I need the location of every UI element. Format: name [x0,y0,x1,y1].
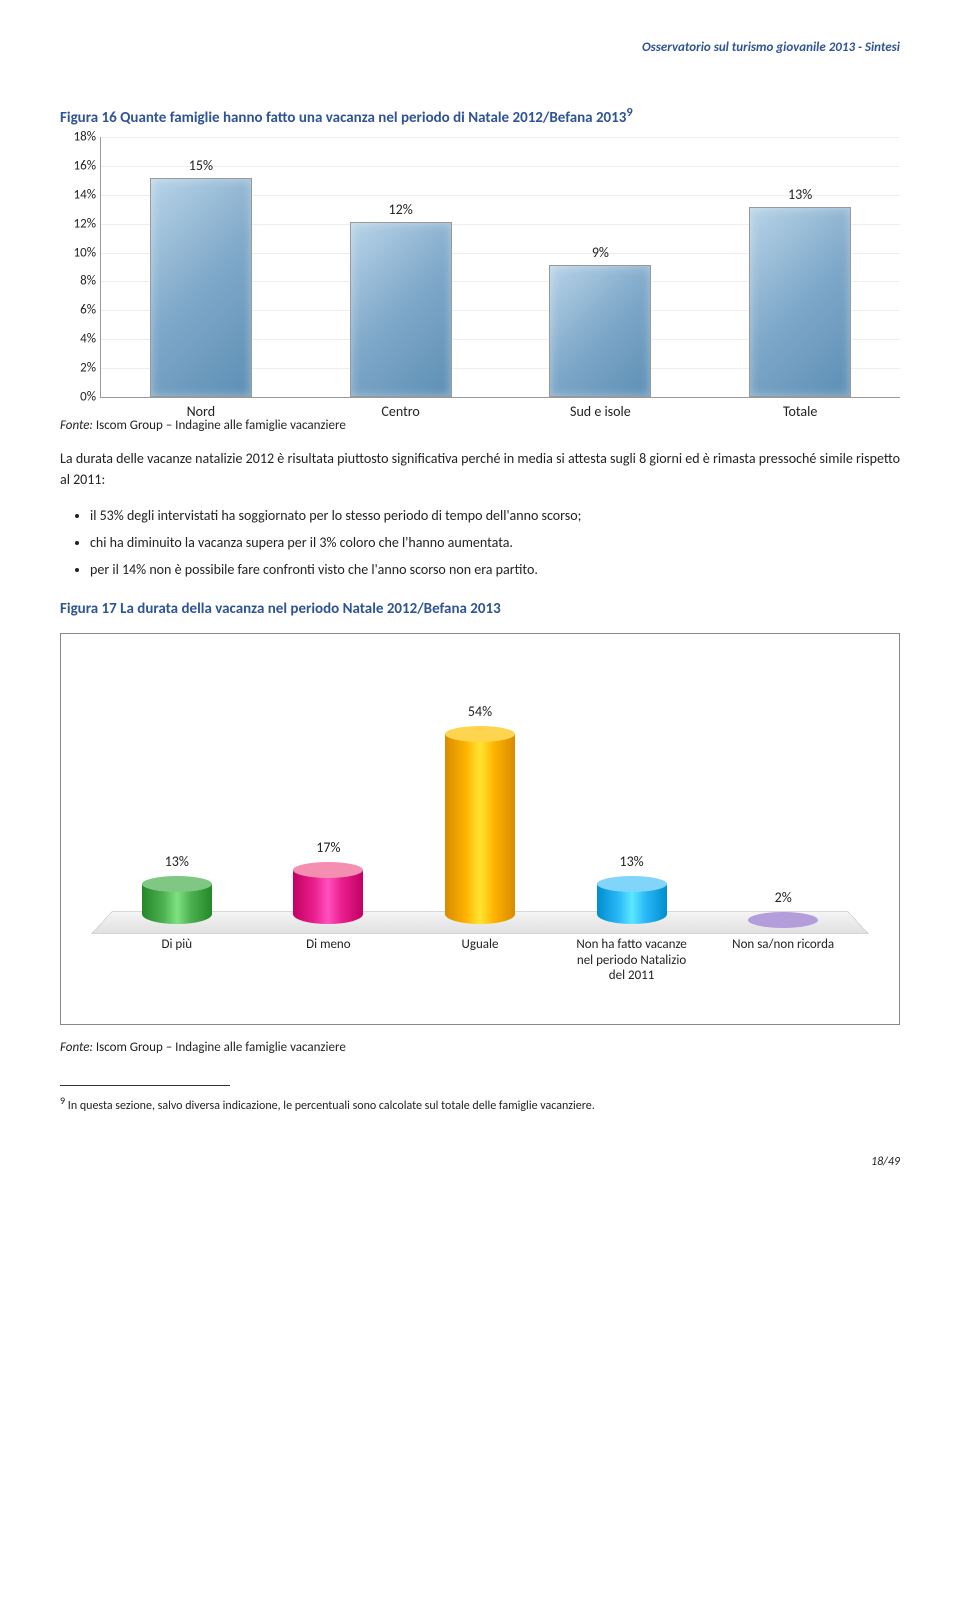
figure-16-source: Fonte: Iscom Group – Indagine alle famig… [60,418,900,433]
chart-17: 13% 17% 54% 13% 2% Di più Di meno Uguale Non ha … [81,664,879,984]
source-label: Fonte: [60,418,93,433]
ytick: 6% [61,303,96,318]
ytick: 16% [61,158,96,173]
cylinder-label: 2% [775,889,792,906]
cylinder-wrap: 2% [723,889,843,924]
paragraph-1: La durata delle vacanze natalizie 2012 è… [60,448,900,490]
xlabel: Centro [336,403,466,420]
cylinder [445,726,515,924]
cylinder-label: 54% [468,703,492,720]
xlabel2: Uguale [420,937,540,984]
cylinder-wrap: 13% [572,853,692,924]
ytick: 12% [61,216,96,231]
cylinder-top [445,726,515,742]
bar [350,222,452,397]
cylinder [748,912,818,924]
figure-16-title: Figura 16 Quante famiglie hanno fatto un… [60,105,900,127]
cylinder [597,876,667,924]
figure-17-title: Figura 17 La durata della vacanza nel pe… [60,600,900,618]
bar-wrap: 15% [136,157,266,397]
xlabel: Sud e isole [535,403,665,420]
cylinder-label: 13% [619,853,643,870]
bullet-item: il 53% degli intervistati ha soggiornato… [90,505,900,526]
value-label: 9% [592,244,609,261]
fig16-sup: 9 [626,105,632,120]
xlabels: Nord Centro Sud e isole Totale [101,397,900,420]
bar [749,207,851,397]
xlabel2: Non sa/non ricorda [723,937,843,984]
cylinder-body [445,734,515,924]
bullet-item: chi ha diminuito la vacanza supera per i… [90,532,900,553]
bars: 15% 12% 9% 13% [101,137,900,397]
cylinder-wrap: 54% [420,703,540,924]
cylinder-wrap: 13% [117,853,237,924]
bar-wrap: 12% [336,201,466,397]
ytick: 18% [61,130,96,145]
cylinder-top [293,862,363,878]
ytick: 4% [61,332,96,347]
cylinder [293,862,363,924]
cylinder-label: 17% [316,839,340,856]
xlabel2: Di meno [268,937,388,984]
source-text: Iscom Group – Indagine alle famiglie vac… [93,418,346,433]
cylinders: 13% 17% 54% 13% 2% [101,664,859,924]
fig16-title-text: Figura 16 Quante famiglie hanno fatto un… [60,109,626,127]
source-text: Iscom Group – Indagine alle famiglie vac… [93,1040,346,1055]
ytick: 14% [61,187,96,202]
ytick: 2% [61,361,96,376]
source-label: Fonte: [60,1040,93,1055]
xlabel2: Non ha fatto vacanze nel periodo Nataliz… [572,937,692,984]
ytick: 0% [61,390,96,405]
chart-17-box: 13% 17% 54% 13% 2% Di più Di meno Uguale Non ha … [60,633,900,1025]
value-label: 12% [389,201,413,218]
bullet-item: per il 14% non è possibile fare confront… [90,559,900,580]
bar-wrap: 13% [735,186,865,397]
cylinder-body [293,870,363,924]
page-header: Osservatorio sul turismo giovanile 2013 … [60,40,900,55]
page-number: 18/49 [60,1155,900,1169]
ytick: 10% [61,245,96,260]
bar [150,178,252,397]
value-label: 13% [788,186,812,203]
xlabels2: Di più Di meno Uguale Non ha fatto vacanze … [101,937,859,984]
xlabel: Totale [735,403,865,420]
cylinder-wrap: 17% [268,839,388,924]
footnote-divider [60,1085,230,1086]
footnote: 9 In questa sezione, salvo diversa indic… [60,1094,900,1115]
bar [549,265,651,397]
ytick: 8% [61,274,96,289]
chart-16: 0%2%4%6%8%10%12%14%16%18%15%12%9%13%Nord… [100,137,900,398]
xlabel: Nord [136,403,266,420]
cylinder-top [748,912,818,928]
value-label: 15% [189,157,213,174]
bar-wrap: 9% [535,244,665,397]
figure-17-source: Fonte: Iscom Group – Indagine alle famig… [60,1040,900,1055]
bullet-list: il 53% degli intervistati ha soggiornato… [60,505,900,580]
cylinder-label: 13% [165,853,189,870]
xlabel2: Di più [117,937,237,984]
footnote-text: In questa sezione, salvo diversa indicaz… [65,1099,595,1113]
cylinder [142,876,212,924]
